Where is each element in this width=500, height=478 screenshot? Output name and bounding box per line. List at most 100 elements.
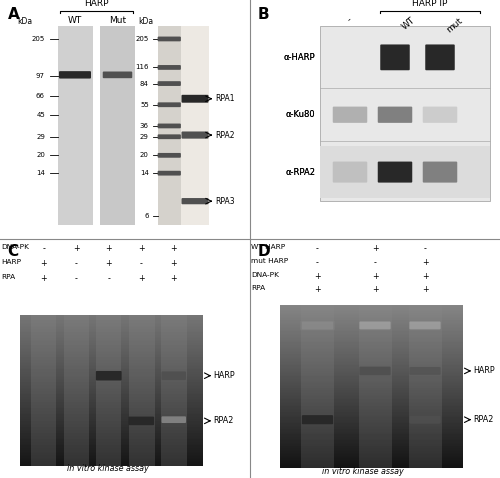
Text: -: - [42,244,45,253]
Text: -: - [140,259,142,268]
Bar [320,146,490,198]
Text: +: + [422,272,428,281]
Text: +: + [170,244,177,253]
Text: HARP: HARP [214,371,236,380]
Text: +: + [40,259,47,268]
FancyBboxPatch shape [410,367,440,375]
FancyBboxPatch shape [162,416,186,423]
Text: +: + [422,258,428,267]
FancyBboxPatch shape [96,371,122,380]
Text: HARP: HARP [474,367,496,375]
FancyBboxPatch shape [182,198,208,204]
Text: HARP: HARP [1,259,21,265]
FancyBboxPatch shape [423,107,457,123]
Text: RPA3: RPA3 [215,196,234,206]
Text: +: + [170,259,177,268]
FancyBboxPatch shape [302,415,333,424]
Text: -: - [374,258,376,267]
FancyBboxPatch shape [300,321,335,330]
Text: Mut: Mut [109,15,126,24]
FancyBboxPatch shape [302,322,333,329]
Text: +: + [106,244,112,253]
FancyBboxPatch shape [410,322,440,329]
Text: in vitro kinase assay: in vitro kinase assay [322,467,404,476]
FancyBboxPatch shape [425,44,455,70]
FancyBboxPatch shape [158,65,181,70]
Text: RPA: RPA [1,274,15,281]
Bar [158,26,181,225]
Text: HARP: HARP [84,0,108,9]
Text: α-Ku80: α-Ku80 [286,110,315,119]
Text: +: + [170,274,177,283]
FancyBboxPatch shape [360,367,390,375]
FancyBboxPatch shape [182,131,208,139]
Text: 14: 14 [36,170,45,176]
Text: RPA2: RPA2 [214,416,234,425]
Text: 6: 6 [144,213,149,218]
Text: kDa: kDa [138,17,154,26]
FancyBboxPatch shape [158,36,181,41]
Text: in vitro kinase assay: in vitro kinase assay [66,464,148,473]
Text: -: - [108,274,110,283]
Text: 205: 205 [136,36,149,42]
Text: RPA1: RPA1 [215,94,234,103]
Text: B: B [258,7,269,22]
Text: 14: 14 [140,170,149,176]
FancyBboxPatch shape [333,107,367,123]
Text: HARP IP: HARP IP [412,0,448,9]
FancyBboxPatch shape [158,171,181,175]
Text: DNA-PK: DNA-PK [252,272,279,278]
Text: +: + [40,274,47,283]
FancyBboxPatch shape [158,123,181,128]
Text: +: + [372,244,378,253]
FancyBboxPatch shape [423,162,457,183]
Text: 116: 116 [135,65,149,70]
FancyBboxPatch shape [128,416,154,425]
Text: +: + [422,285,428,294]
Bar [58,26,92,225]
Text: -: - [316,258,319,267]
Text: mut HARP: mut HARP [252,258,288,264]
Bar [181,26,209,225]
Text: α-Ku80: α-Ku80 [286,110,315,119]
FancyBboxPatch shape [158,102,181,107]
Text: WT HARP: WT HARP [252,244,286,250]
FancyBboxPatch shape [158,153,181,158]
Text: +: + [106,259,112,268]
FancyBboxPatch shape [103,72,132,78]
FancyBboxPatch shape [333,162,367,183]
Text: α-RPA2: α-RPA2 [285,168,315,176]
Text: α-HARP: α-HARP [284,53,315,62]
Bar [100,26,135,225]
Text: -: - [75,274,78,283]
Text: 84: 84 [140,81,149,87]
Text: α-RPA2: α-RPA2 [285,168,315,176]
Text: WT: WT [68,15,82,24]
Text: WT: WT [400,15,416,32]
FancyBboxPatch shape [380,44,410,70]
Text: C: C [8,244,18,259]
Text: +: + [138,274,144,283]
Text: 29: 29 [36,134,45,140]
Text: +: + [372,285,378,294]
Text: 45: 45 [36,112,45,118]
Text: mut: mut [445,15,464,34]
Text: 205: 205 [32,36,45,42]
Text: 97: 97 [36,74,45,79]
FancyBboxPatch shape [59,71,91,78]
Text: +: + [138,244,144,253]
FancyBboxPatch shape [158,134,181,139]
Text: α-HARP: α-HARP [284,53,315,62]
FancyBboxPatch shape [378,162,412,183]
Bar [320,26,490,201]
Text: 20: 20 [36,152,45,158]
Text: DNA-PK: DNA-PK [1,244,29,250]
Text: +: + [314,272,321,281]
Text: -: - [75,259,78,268]
FancyBboxPatch shape [182,95,208,103]
FancyBboxPatch shape [158,81,181,86]
Text: RPA2: RPA2 [215,130,234,140]
Text: +: + [73,244,80,253]
FancyBboxPatch shape [162,371,186,380]
Text: -: - [345,15,354,24]
